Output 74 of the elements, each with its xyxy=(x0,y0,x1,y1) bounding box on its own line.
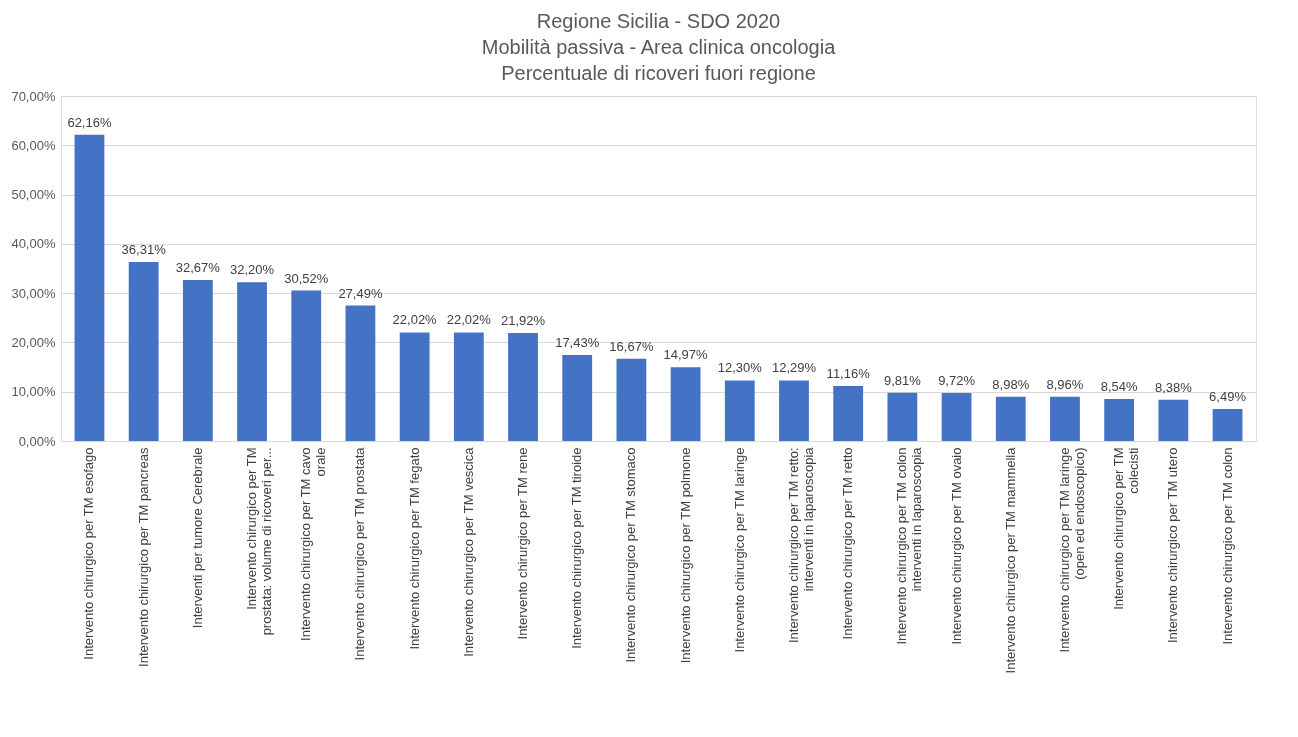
bar xyxy=(508,332,538,441)
bar xyxy=(1050,396,1080,441)
bar xyxy=(182,279,213,441)
x-tick-label: Intervento chirurgico per TM prostata xyxy=(352,446,368,661)
x-tick-label: Intervento chirurgico per TM cavo orale xyxy=(298,447,329,641)
x-tick-label: Intervento chirurgico per TM rene xyxy=(515,447,531,640)
y-tick-label: 10,00% xyxy=(11,384,56,400)
y-tick-label: 20,00% xyxy=(11,334,56,350)
data-label: 6,49% xyxy=(1209,389,1247,405)
bar xyxy=(887,392,918,441)
x-tick-label: Intervento chirurgico per TM retto xyxy=(840,447,856,640)
data-label: 14,97% xyxy=(663,347,709,363)
data-label: 12,29% xyxy=(771,360,817,376)
data-label: 11,16% xyxy=(826,366,871,381)
x-tick-label: Intervento chirurgico per TM retto: interventi in laparoscopia xyxy=(785,446,816,644)
data-label: 22,02% xyxy=(446,312,492,328)
y-tick-label: 30,00% xyxy=(11,285,56,301)
x-tick-label: Intervento chirurgico per TM laringe (open ed endoscopico) xyxy=(1056,447,1087,653)
bar xyxy=(1104,398,1135,441)
data-label: 9,72% xyxy=(938,373,976,389)
bar xyxy=(128,262,159,441)
data-label: 12,30% xyxy=(717,360,763,376)
bar xyxy=(453,332,484,441)
x-tick-label: Intervento chirurgico per TM ovaio xyxy=(948,447,964,645)
data-label: 8,54% xyxy=(1100,378,1139,394)
data-label: 32,67% xyxy=(175,259,221,275)
data-label: 21,92% xyxy=(500,312,546,328)
y-tick-label: 40,00% xyxy=(11,236,56,252)
data-label: 62,16% xyxy=(67,114,112,130)
x-tick-label: Intervento chirurgico per TM mammella xyxy=(1002,446,1018,674)
x-tick-label: Intervento chirurgico per TM tiroide xyxy=(569,447,585,649)
data-label: 8,98% xyxy=(992,376,1030,392)
data-label: 9,81% xyxy=(883,372,922,388)
y-tick-label: 0,00% xyxy=(18,433,56,449)
data-label: 17,43% xyxy=(555,335,600,351)
bar xyxy=(724,380,755,441)
x-tick-label: Intervento chirurgico per TM colecisti xyxy=(1111,447,1142,610)
x-tick-label: Interventi per tumore Cerebrale xyxy=(189,447,205,629)
chart-title: Regione Sicilia - SDO 2020 Mobilità passiva - Area clinica oncologia Percentuale di ricoveri fuori regione xyxy=(481,10,837,84)
data-label: 8,96% xyxy=(1046,376,1084,392)
x-tick-label: Intervento chirurgico per TM utero xyxy=(1165,447,1181,644)
y-tick-label: 70,00% xyxy=(11,88,56,104)
bar xyxy=(74,134,105,441)
x-tick-label: Intervento chirurgico per TM laringe xyxy=(731,447,747,653)
data-label: 22,02% xyxy=(392,312,438,328)
bar xyxy=(1158,399,1189,441)
bar xyxy=(237,282,267,441)
bar xyxy=(995,396,1026,441)
bar xyxy=(616,358,647,441)
data-label: 32,20% xyxy=(229,262,275,278)
data-label: 30,52% xyxy=(284,270,329,286)
bar xyxy=(941,393,972,441)
y-tick-label: 50,00% xyxy=(11,187,56,203)
bar xyxy=(345,305,376,441)
x-tick-label: Intervento chirurgico per TM esofago xyxy=(81,447,97,660)
bar xyxy=(399,332,430,441)
bar xyxy=(779,380,809,441)
x-tick-label: Intervento chirurgico per TM colon xyxy=(1219,447,1235,645)
bar xyxy=(291,290,322,441)
x-tick-label: Intervento chirurgico per TM fegato xyxy=(406,447,422,650)
data-label: 36,31% xyxy=(121,242,167,258)
data-label: 27,49% xyxy=(338,285,383,301)
x-tick-label: Intervento chirurgico per TM stomaco xyxy=(623,447,639,663)
bar xyxy=(670,367,701,441)
x-tick-label: Intervento chirurgico per TM polmone xyxy=(677,447,693,664)
x-tick-label: Intervento chirurgico per TM pancreas xyxy=(135,447,151,667)
bar xyxy=(1212,409,1243,441)
data-label: 16,67% xyxy=(609,338,654,354)
y-tick-label: 60,00% xyxy=(11,137,56,153)
bar xyxy=(833,386,864,441)
data-label: 8,38% xyxy=(1154,379,1193,395)
bar xyxy=(562,355,593,441)
x-tick-label: Intervento chirurgico per TM prostata: volume di ricoveri per... xyxy=(244,447,275,636)
x-tick-label: Intervento chirurgico per TM vescica xyxy=(460,446,476,657)
